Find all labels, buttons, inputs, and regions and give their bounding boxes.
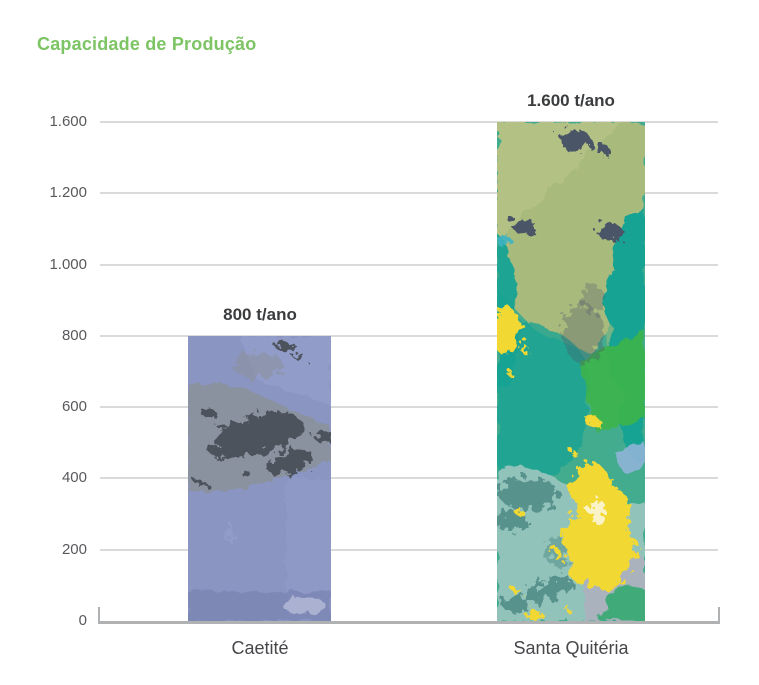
gridline <box>100 477 718 480</box>
gridline <box>100 334 718 337</box>
plot-area: 800 t/ano 1.600 t/ano Caetité Santa Quit… <box>49 91 720 658</box>
gridline <box>100 548 718 551</box>
y-tick-label: 1.000 <box>49 255 87 273</box>
bar-santa-quiteria <box>497 122 645 621</box>
value-label-caetite: 800 t/ano <box>223 304 297 324</box>
y-tick-label: 1.200 <box>49 184 87 202</box>
chart-title: Capacidade de Produção <box>37 34 257 54</box>
y-tick-label: 1.600 <box>49 113 87 131</box>
gridline <box>100 406 718 409</box>
x-label-santa-quiteria: Santa Quitéria <box>513 638 629 658</box>
y-tick-label: 400 <box>61 469 87 487</box>
caetite-bar-texture <box>188 335 331 621</box>
x-label-caetite: Caetité <box>231 638 289 658</box>
y-tick-label: 0 <box>78 612 87 630</box>
value-label-santa-quiteria: 1.600 t/ano <box>527 91 615 110</box>
santa-quiteria-bar-texture <box>497 122 645 621</box>
gridline <box>100 263 718 266</box>
y-tick-label: 800 <box>61 327 87 345</box>
gridline <box>100 121 718 123</box>
y-tick-label: 600 <box>61 398 87 416</box>
bar-caetite <box>188 335 331 621</box>
gridline <box>100 192 718 195</box>
y-tick-label: 200 <box>61 540 87 558</box>
x-axis-line <box>98 607 720 624</box>
